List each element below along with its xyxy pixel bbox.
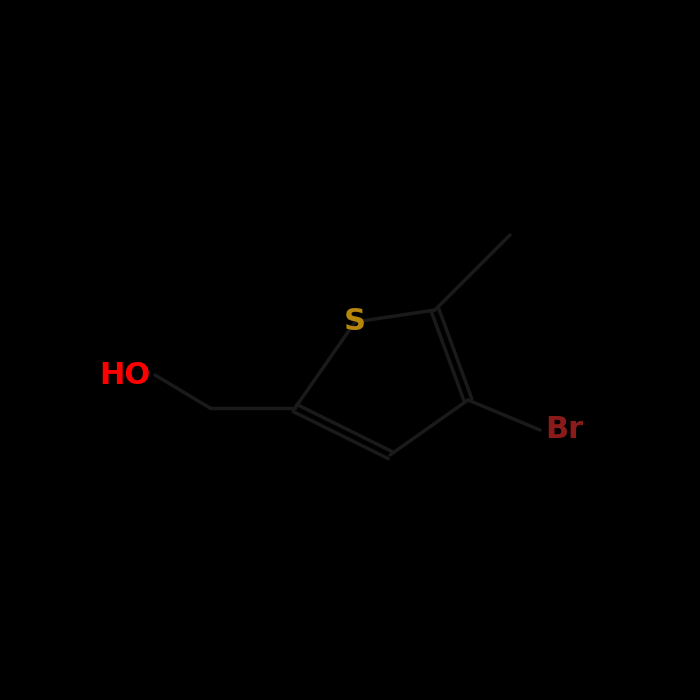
Text: S: S: [344, 307, 366, 337]
Text: HO: HO: [99, 360, 150, 389]
Text: Br: Br: [545, 416, 583, 444]
